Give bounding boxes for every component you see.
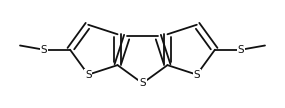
Text: S: S [238,45,245,55]
Text: S: S [194,70,200,80]
Text: S: S [40,45,47,55]
Text: S: S [85,70,91,80]
Text: S: S [139,78,146,88]
